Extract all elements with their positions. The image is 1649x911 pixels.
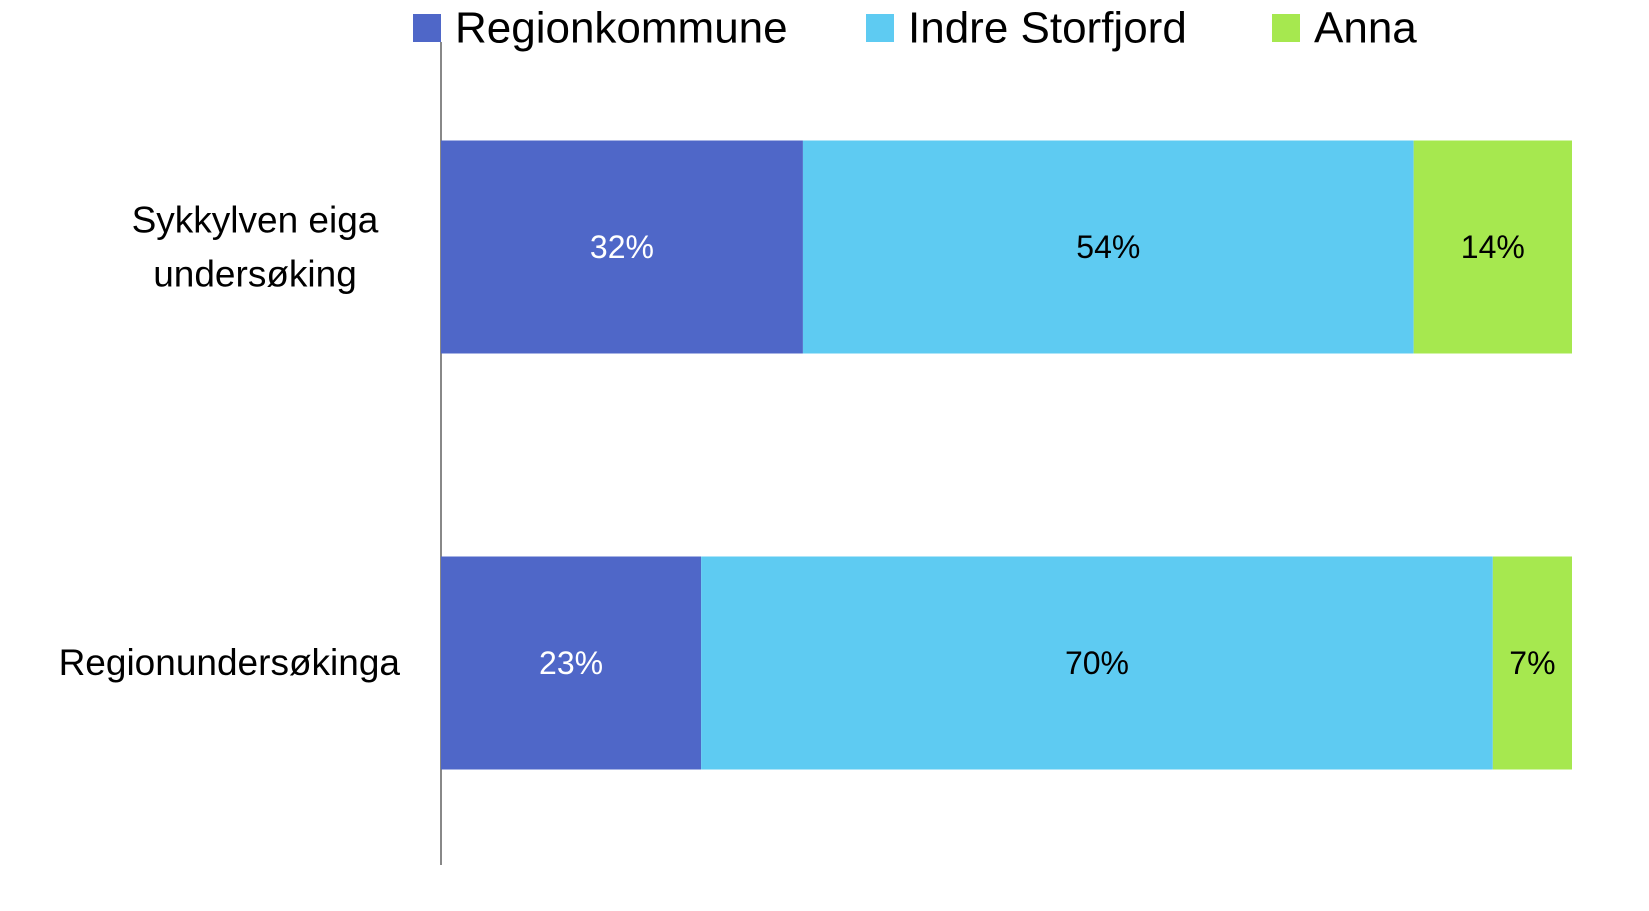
legend-swatch: [866, 14, 894, 42]
data-label: 14%: [1461, 229, 1525, 265]
legend-label: Regionkommune: [455, 4, 788, 53]
category-label: Sykkylven eiga undersøking: [110, 193, 400, 300]
bar-segment: [441, 556, 702, 770]
category-text: Regionundersøkinga: [58, 642, 400, 684]
data-label: 7%: [1509, 645, 1555, 681]
legend-swatch: [413, 14, 441, 42]
category-label: Regionundersøkinga: [59, 636, 400, 690]
data-label: 32%: [590, 229, 654, 265]
data-label: 70%: [1065, 645, 1129, 681]
legend-swatch: [1272, 14, 1300, 42]
bar-segment: [701, 556, 1493, 770]
legend-label: Anna: [1314, 4, 1417, 53]
bar-segment: [441, 140, 803, 354]
legend-label: Indre Storfjord: [908, 4, 1187, 53]
bar-segment: [1492, 556, 1572, 770]
data-label: 23%: [539, 645, 603, 681]
bar-segment: [802, 140, 1414, 354]
category-text: Sykkylven eiga undersøking: [131, 199, 379, 294]
data-label: 54%: [1076, 229, 1140, 265]
bar-segment: [1413, 140, 1572, 354]
